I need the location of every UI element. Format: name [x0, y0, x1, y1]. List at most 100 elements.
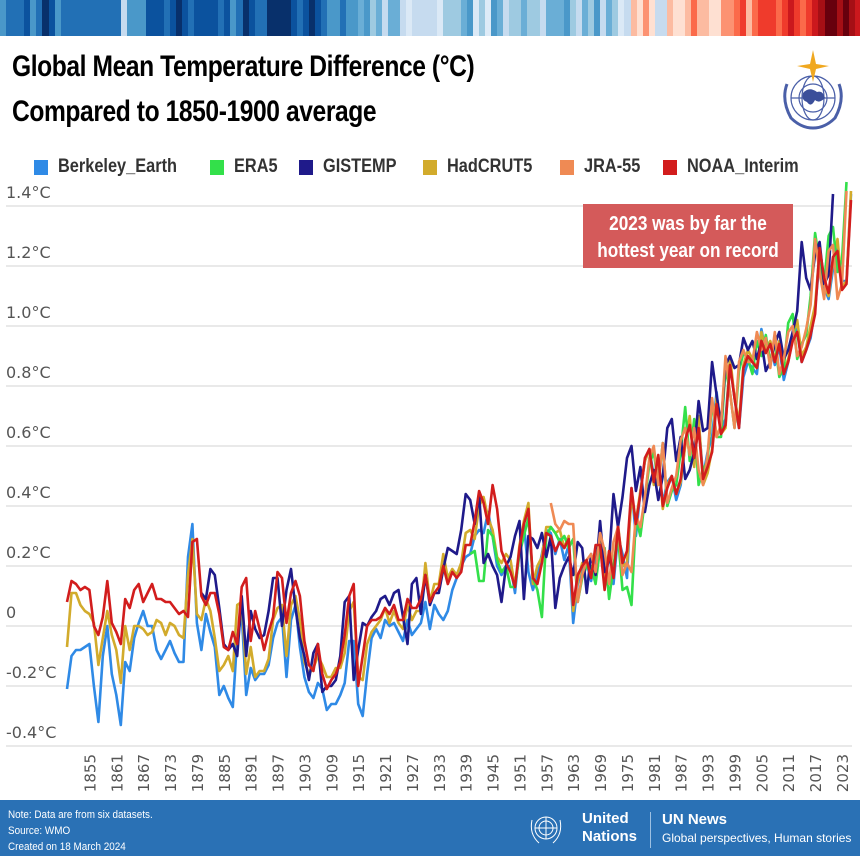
stripe — [254, 0, 261, 36]
un-emblem-icon — [530, 816, 562, 844]
annotation-background — [583, 204, 793, 268]
un-wordmark: United Nations — [582, 810, 637, 846]
y-tick-label: 0.6°C — [6, 423, 51, 442]
stripe — [460, 0, 467, 36]
y-tick-label: 1.0°C — [6, 303, 51, 322]
x-tick-label: 1939 — [458, 754, 476, 792]
x-tick-label: 2005 — [753, 754, 771, 792]
legend-swatch — [559, 159, 574, 175]
stripe — [776, 0, 783, 36]
stripe — [527, 0, 534, 36]
stripe — [830, 0, 837, 36]
un-news-label: UN News — [662, 811, 728, 828]
stripe — [194, 0, 201, 36]
stripe — [709, 0, 716, 36]
x-tick-label: 1897 — [270, 754, 288, 792]
stripe — [485, 0, 492, 36]
stripe — [666, 0, 673, 36]
stripe — [351, 0, 358, 36]
x-tick-label: 1873 — [162, 754, 180, 792]
stripe — [97, 0, 104, 36]
legend-swatch — [210, 159, 225, 175]
stripe — [30, 0, 37, 36]
stripe — [788, 0, 795, 36]
stripe — [618, 0, 625, 36]
x-tick-label: 1963 — [565, 754, 583, 792]
line-chart: 1.4°C 1.2°C 1.0°C 0.8°C 0.6°C 0.4°C 0.2°C 0 -0.2… — [6, 181, 853, 792]
stripe — [533, 0, 540, 36]
stripe — [6, 0, 13, 36]
stripe — [636, 0, 643, 36]
stripe — [278, 0, 285, 36]
stripe — [727, 0, 734, 36]
stripe — [454, 0, 461, 36]
stripe — [42, 0, 49, 36]
stripe — [206, 0, 213, 36]
x-tick-label: 1975 — [619, 754, 637, 792]
stripe — [436, 0, 443, 36]
stripe — [515, 0, 522, 36]
x-tick-label: 2017 — [807, 754, 825, 792]
stripe — [630, 0, 637, 36]
stripe — [539, 0, 546, 36]
stripe — [818, 0, 825, 36]
stripe — [218, 0, 225, 36]
stripe — [333, 0, 340, 36]
stripe — [697, 0, 704, 36]
annotation-box: 2023 was by far the hottest year on recor… — [583, 204, 793, 268]
stripe — [848, 0, 855, 36]
stripe — [236, 0, 243, 36]
stripe — [769, 0, 776, 36]
x-tick-label: 1969 — [592, 754, 610, 792]
stripe — [739, 0, 746, 36]
stripe — [854, 0, 860, 36]
x-tick-label: 1909 — [323, 754, 341, 792]
x-tick-label: 1981 — [646, 754, 664, 792]
stripe — [400, 0, 407, 36]
stripe — [297, 0, 304, 36]
stripe — [157, 0, 164, 36]
stripe — [369, 0, 376, 36]
stripe — [654, 0, 661, 36]
stripe — [248, 0, 255, 36]
series-line-noaa-interim — [65, 199, 853, 691]
x-tick-label: 1993 — [700, 754, 718, 792]
series-line-jra-55 — [549, 190, 848, 604]
stripe — [406, 0, 413, 36]
stripe — [557, 0, 564, 36]
stripe — [242, 0, 249, 36]
stripe — [672, 0, 679, 36]
x-tick-label: 2011 — [780, 754, 798, 792]
stripe — [594, 0, 601, 36]
stripe — [582, 0, 589, 36]
stripe — [600, 0, 607, 36]
stripe — [84, 0, 91, 36]
annotation-line: 2023 was by far the — [609, 212, 767, 235]
x-tick-label: 1927 — [404, 754, 422, 792]
x-tick-label: 1879 — [189, 754, 207, 792]
x-tick-label: 1957 — [538, 754, 556, 792]
stripe — [394, 0, 401, 36]
stripe — [187, 0, 194, 36]
stripe — [212, 0, 219, 36]
stripe — [291, 0, 298, 36]
x-tick-label: 2023 — [834, 754, 852, 792]
stripe — [782, 0, 789, 36]
x-tick-label: 1915 — [350, 754, 368, 792]
stripe — [260, 0, 267, 36]
stripe — [472, 0, 479, 36]
stripe — [703, 0, 710, 36]
y-tick-label: 0.8°C — [6, 363, 51, 382]
stripe — [200, 0, 207, 36]
stripe — [442, 0, 449, 36]
stripe — [181, 0, 188, 36]
stripe — [721, 0, 728, 36]
stripe — [169, 0, 176, 36]
stripe — [381, 0, 388, 36]
stripe — [497, 0, 504, 36]
stripe — [448, 0, 455, 36]
footer-divider — [650, 812, 651, 848]
stripe — [733, 0, 740, 36]
stripe — [363, 0, 370, 36]
x-tick-label: 1951 — [511, 754, 529, 792]
